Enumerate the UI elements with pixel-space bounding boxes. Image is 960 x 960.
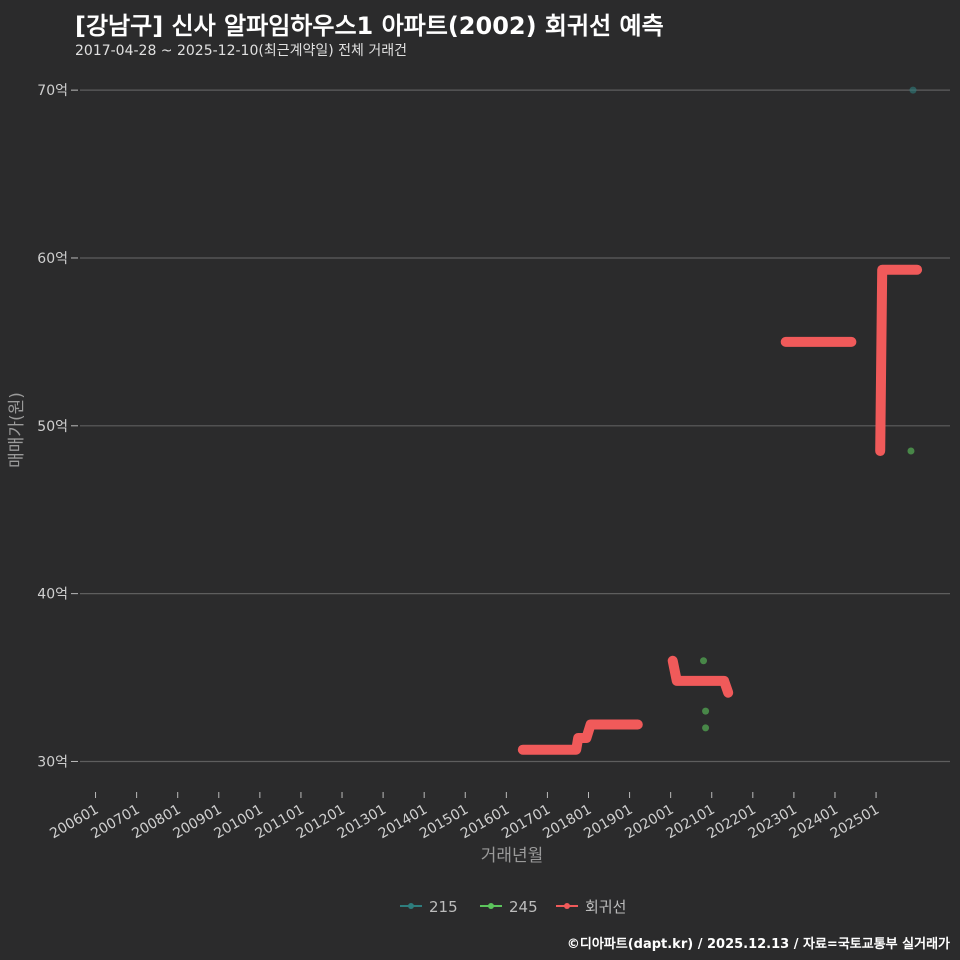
y-tick-label: 40억	[37, 587, 68, 603]
y-tick-label: 60억	[37, 251, 68, 267]
regression-line	[875, 264, 923, 456]
grid-lines	[71, 89, 950, 763]
chart-subtitle: 2017-04-28 ~ 2025-12-10(최근계약일) 전체 거래건	[75, 43, 407, 59]
legend-label: 회귀선	[585, 898, 626, 916]
legend-swatch-dot	[564, 903, 570, 909]
y-axis-label: 매매가(원)	[7, 392, 27, 468]
data-point-215	[909, 86, 917, 94]
data-points	[700, 86, 917, 732]
y-tick-label: 70억	[37, 83, 68, 99]
data-point-245	[702, 724, 710, 732]
y-tick-label: 30억	[37, 754, 68, 770]
legend-label: 215	[429, 898, 458, 916]
footer-credit: ©디아파트(dapt.kr) / 2025.12.13 / 자료=국토교통부 실…	[566, 937, 950, 952]
legend: 215 245 회귀선	[400, 898, 626, 916]
y-axis-ticks: 30억 40억 50억 60억 70억	[37, 83, 68, 770]
data-point-245	[907, 447, 915, 455]
chart-title: [강남구] 신사 알파임하우스1 아파트(2002) 회귀선 예측	[75, 12, 664, 40]
data-point-245	[702, 707, 710, 715]
legend-swatch-dot	[408, 903, 414, 909]
regression-line	[517, 719, 643, 755]
regression-line	[667, 655, 734, 698]
x-axis-label: 거래년월	[481, 846, 544, 866]
legend-label: 245	[509, 898, 538, 916]
y-tick-label: 50억	[37, 419, 68, 435]
regression-lines	[517, 264, 923, 755]
data-point-245	[700, 657, 708, 665]
x-axis-ticks: 2006012007012008012009012010012011012012…	[47, 792, 882, 842]
legend-swatch-dot	[488, 903, 494, 909]
